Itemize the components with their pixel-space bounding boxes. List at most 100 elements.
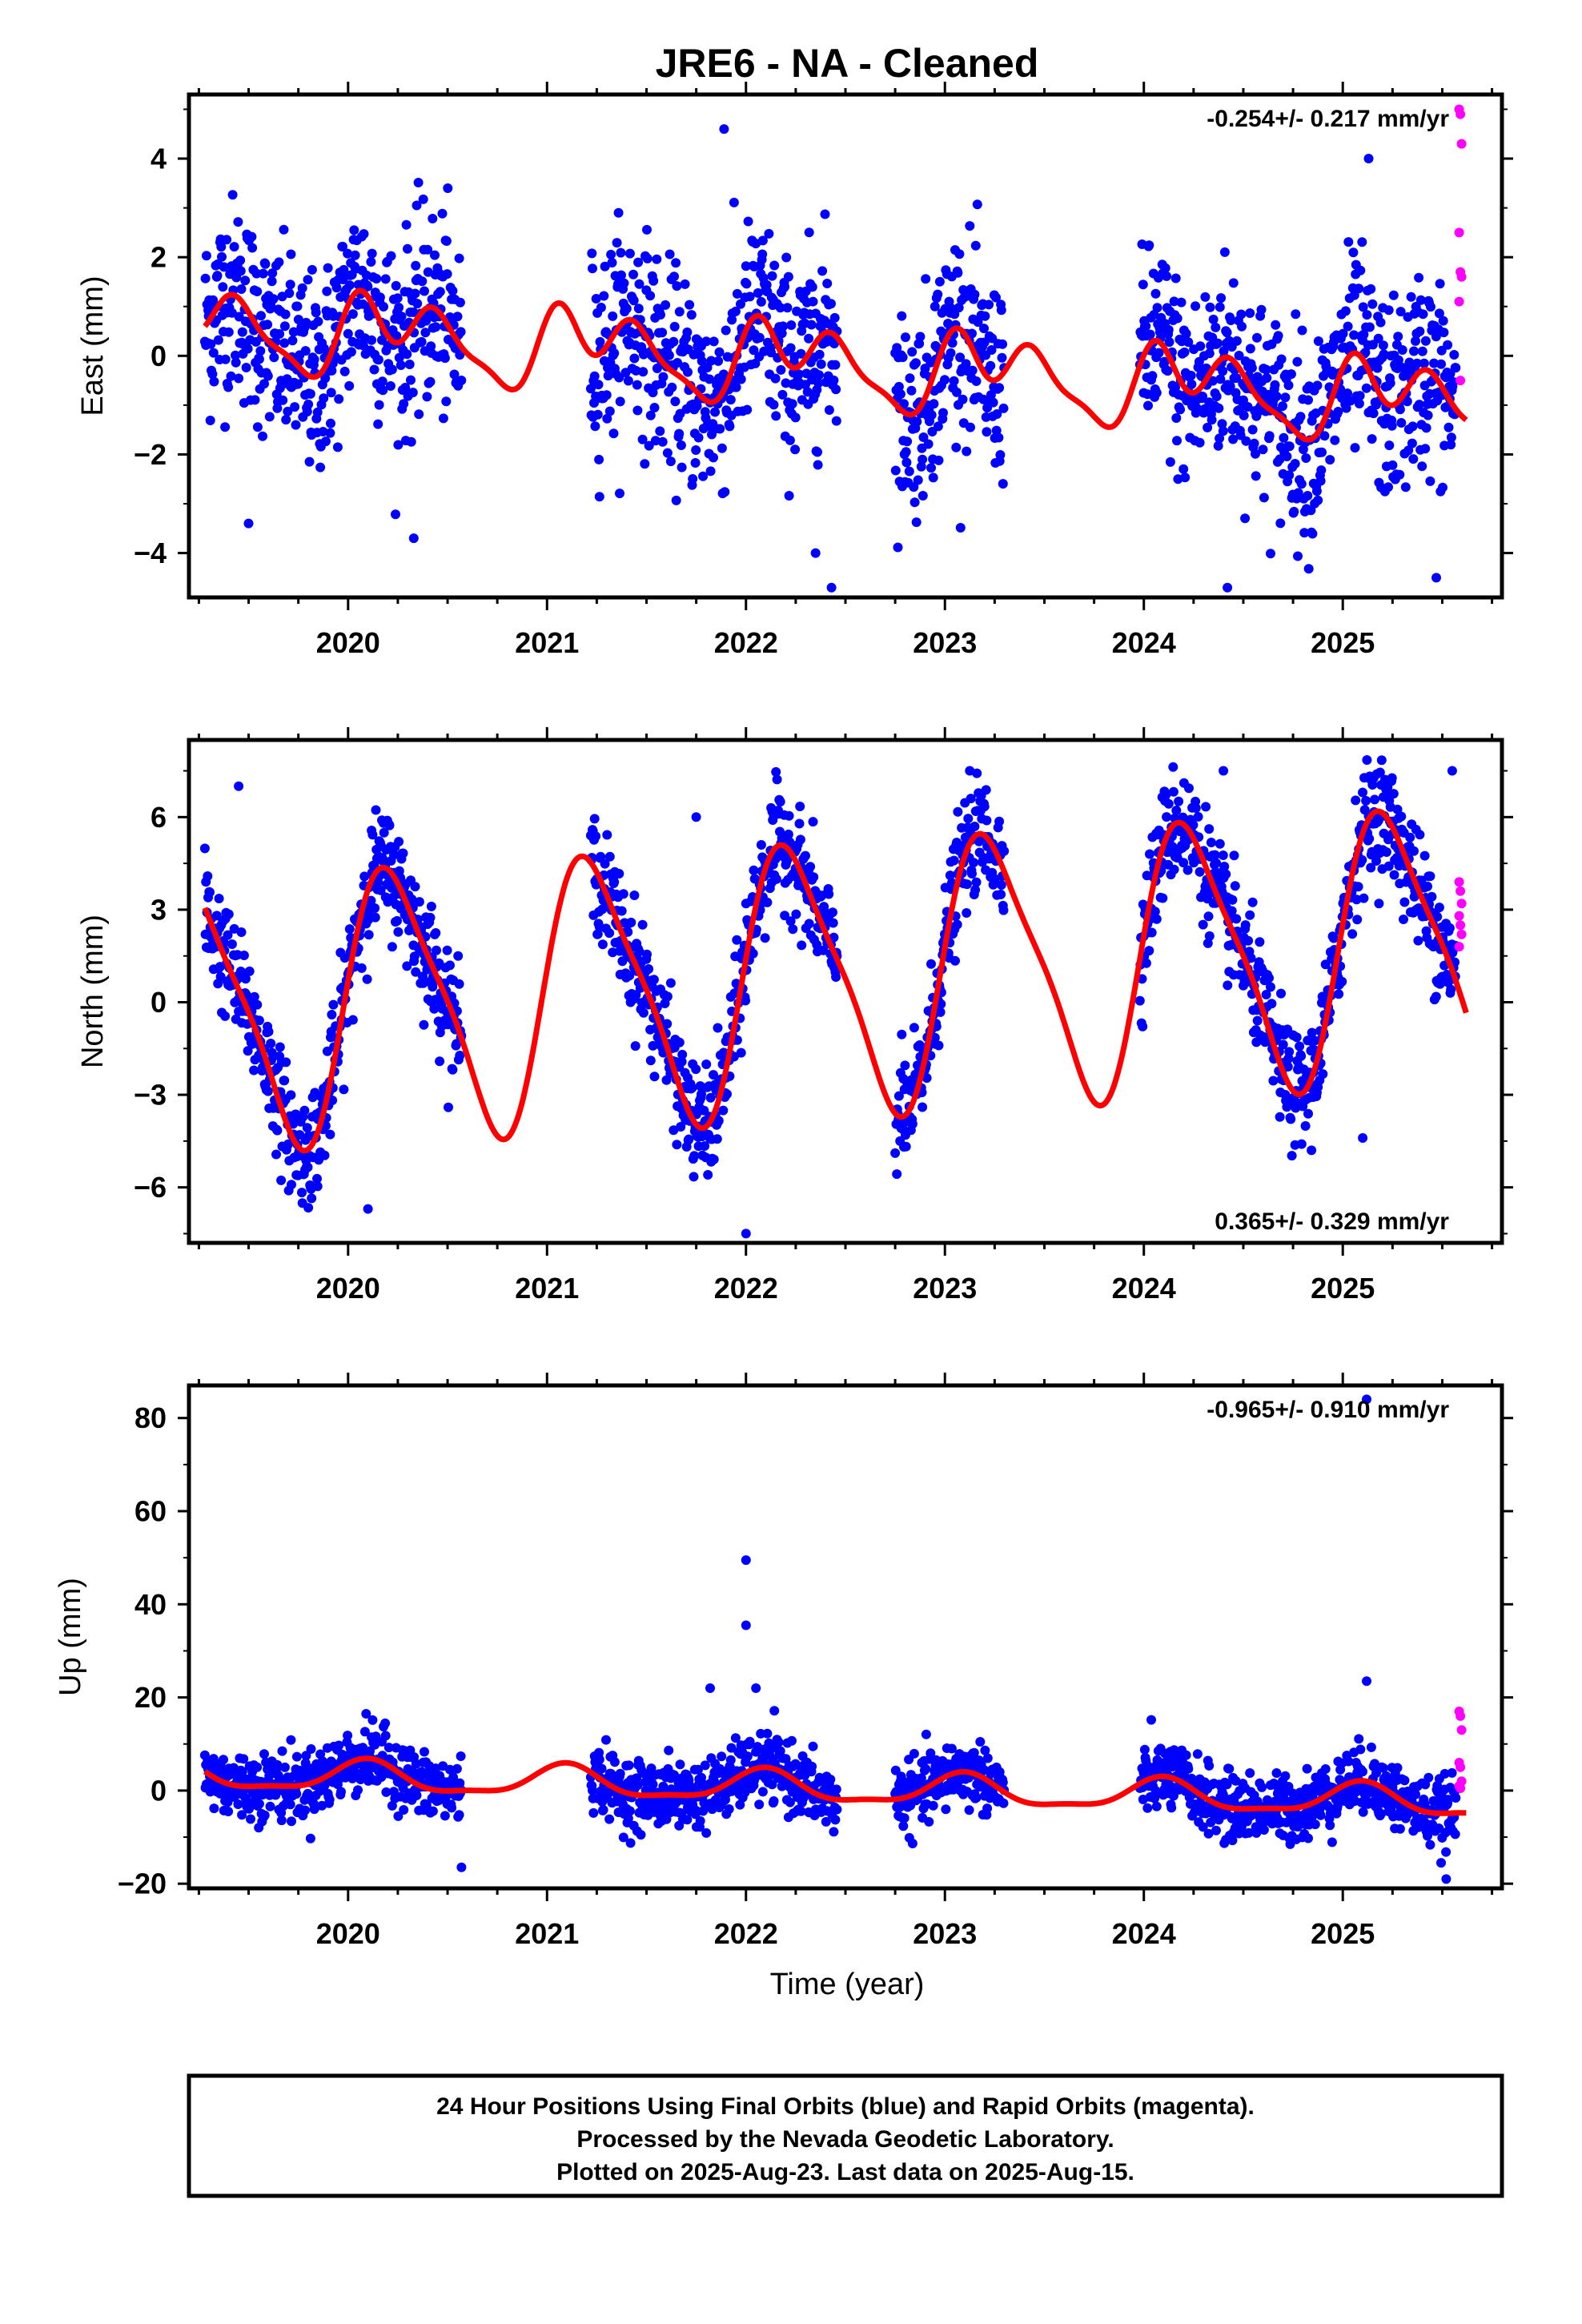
final-orbit-point	[287, 336, 298, 346]
final-orbit-point	[455, 297, 465, 308]
rapid-orbit-point	[1456, 271, 1467, 282]
final-orbit-point	[1421, 423, 1431, 433]
final-orbit-point	[1182, 865, 1193, 875]
rapid-orbit-point	[1454, 296, 1464, 307]
final-orbit-point	[599, 291, 609, 301]
final-orbit-point	[1297, 325, 1307, 336]
final-orbit-point	[1256, 304, 1267, 315]
final-orbit-point	[1340, 306, 1351, 316]
final-orbit-point	[1203, 911, 1214, 922]
final-orbit-point	[1283, 380, 1294, 391]
final-orbit-point	[756, 296, 766, 307]
final-orbit-point	[648, 975, 659, 985]
final-orbit-point	[1318, 1069, 1328, 1080]
final-orbit-point	[1324, 382, 1335, 392]
final-orbit-point	[414, 409, 424, 420]
final-orbit-point	[454, 1810, 464, 1820]
final-orbit-point	[1387, 420, 1397, 431]
final-orbit-point	[266, 1039, 276, 1048]
final-orbit-point	[706, 356, 717, 366]
final-orbit-point	[408, 307, 419, 317]
final-orbit-point	[1396, 418, 1407, 428]
panel-east-ytick: 0	[151, 340, 167, 372]
final-orbit-point	[691, 812, 701, 822]
final-orbit-point	[1174, 796, 1184, 806]
final-orbit-point	[695, 1815, 705, 1826]
final-orbit-point	[677, 462, 687, 472]
final-orbit-point	[972, 199, 982, 210]
final-orbit-point	[645, 410, 656, 420]
final-orbit-point	[1172, 313, 1182, 324]
final-orbit-point	[741, 261, 751, 271]
final-orbit-point	[906, 385, 917, 396]
final-orbit-point	[778, 321, 789, 332]
final-orbit-point	[603, 371, 613, 381]
final-orbit-point	[926, 463, 936, 473]
final-orbit-point	[633, 304, 644, 314]
final-orbit-point	[1291, 309, 1301, 320]
final-orbit-point	[1221, 869, 1231, 879]
final-orbit-point	[817, 266, 828, 276]
final-orbit-point	[612, 238, 622, 248]
final-orbit-point	[1409, 346, 1419, 356]
final-orbit-point	[604, 406, 615, 416]
final-orbit-point	[769, 1706, 780, 1716]
final-orbit-point	[662, 448, 673, 458]
final-orbit-point	[269, 352, 279, 363]
final-orbit-point	[241, 363, 251, 372]
final-orbit-point	[1179, 347, 1190, 357]
final-orbit-point	[1407, 421, 1418, 432]
final-orbit-point	[1431, 573, 1441, 583]
final-orbit-point	[796, 348, 806, 359]
final-orbit-point	[1186, 379, 1197, 389]
final-orbit-point	[986, 360, 996, 371]
final-orbit-point	[250, 395, 260, 405]
final-orbit-point	[243, 1046, 253, 1056]
final-orbit-point	[312, 407, 323, 417]
final-orbit-point	[693, 432, 704, 443]
final-orbit-point	[423, 244, 433, 255]
final-orbit-point	[256, 311, 266, 321]
final-orbit-point	[729, 197, 739, 207]
final-orbit-point	[305, 388, 315, 399]
final-orbit-point	[918, 432, 929, 442]
final-orbit-point	[949, 855, 959, 866]
final-orbit-point	[1141, 321, 1151, 332]
final-orbit-point	[1395, 469, 1405, 480]
final-orbit-point	[780, 282, 790, 292]
final-orbit-point	[1213, 338, 1223, 348]
final-orbit-point	[601, 390, 612, 400]
final-orbit-point	[1231, 373, 1242, 383]
final-orbit-point	[325, 428, 335, 438]
final-orbit-point	[998, 479, 1008, 489]
final-orbit-point	[293, 379, 303, 389]
final-orbit-point	[982, 1753, 993, 1763]
final-orbit-point	[1451, 363, 1461, 373]
final-orbit-point	[790, 444, 801, 455]
panel-east-xtick: 2024	[1112, 626, 1176, 659]
final-orbit-point	[1443, 422, 1454, 432]
final-orbit-point	[452, 312, 463, 322]
final-orbit-point	[343, 1731, 353, 1741]
final-orbit-point	[443, 183, 453, 193]
panel-north-ytick: −3	[134, 1079, 167, 1112]
final-orbit-point	[991, 292, 1001, 303]
final-orbit-point	[909, 482, 919, 493]
final-orbit-point	[830, 1815, 841, 1825]
final-orbit-point	[359, 229, 369, 239]
final-orbit-point	[1367, 299, 1378, 309]
final-orbit-point	[444, 1102, 453, 1112]
final-orbit-point	[714, 347, 725, 357]
final-orbit-point	[1227, 895, 1238, 905]
final-orbit-point	[1200, 292, 1211, 302]
final-orbit-point	[953, 806, 963, 817]
final-orbit-point	[1280, 392, 1291, 403]
final-orbit-point	[454, 253, 464, 263]
final-orbit-point	[375, 292, 385, 303]
final-orbit-point	[412, 1790, 422, 1800]
final-orbit-point	[234, 373, 244, 384]
final-orbit-point	[1355, 265, 1366, 275]
final-orbit-point	[396, 360, 406, 370]
final-orbit-point	[1354, 399, 1364, 408]
